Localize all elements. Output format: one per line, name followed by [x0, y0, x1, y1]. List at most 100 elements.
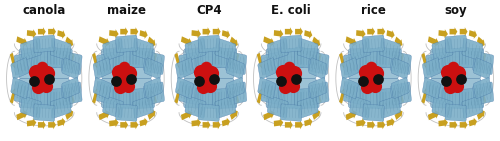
- Point: [288, 84, 296, 87]
- FancyArrow shape: [356, 29, 366, 38]
- FancyArrow shape: [120, 27, 128, 36]
- Point: [363, 86, 371, 88]
- Point: [284, 77, 292, 79]
- FancyArrow shape: [192, 118, 201, 127]
- FancyArrow shape: [57, 118, 66, 126]
- FancyBboxPatch shape: [391, 77, 409, 99]
- FancyBboxPatch shape: [344, 81, 369, 106]
- FancyArrow shape: [339, 88, 345, 104]
- FancyBboxPatch shape: [377, 48, 402, 68]
- FancyBboxPatch shape: [102, 38, 124, 61]
- Point: [120, 66, 128, 68]
- FancyBboxPatch shape: [360, 88, 386, 109]
- FancyBboxPatch shape: [294, 48, 319, 68]
- FancyArrow shape: [428, 110, 440, 120]
- FancyBboxPatch shape: [390, 51, 411, 75]
- FancyBboxPatch shape: [473, 82, 494, 105]
- FancyArrow shape: [109, 29, 118, 38]
- FancyArrow shape: [428, 36, 440, 46]
- FancyBboxPatch shape: [348, 78, 399, 108]
- FancyArrow shape: [422, 88, 428, 104]
- FancyArrow shape: [367, 27, 375, 36]
- FancyBboxPatch shape: [362, 104, 384, 121]
- FancyBboxPatch shape: [14, 81, 40, 106]
- FancyBboxPatch shape: [432, 38, 453, 61]
- FancyArrow shape: [130, 27, 138, 36]
- FancyBboxPatch shape: [144, 51, 165, 75]
- Point: [114, 71, 122, 73]
- FancyBboxPatch shape: [102, 49, 152, 78]
- FancyBboxPatch shape: [430, 49, 481, 78]
- FancyArrow shape: [312, 110, 320, 120]
- FancyBboxPatch shape: [258, 77, 276, 99]
- FancyBboxPatch shape: [422, 58, 440, 79]
- FancyBboxPatch shape: [266, 49, 316, 78]
- FancyArrow shape: [192, 29, 201, 38]
- FancyBboxPatch shape: [184, 78, 234, 108]
- FancyArrow shape: [477, 37, 485, 47]
- FancyArrow shape: [480, 88, 486, 104]
- FancyArrow shape: [150, 53, 157, 68]
- FancyBboxPatch shape: [114, 88, 140, 109]
- FancyBboxPatch shape: [442, 48, 469, 69]
- FancyBboxPatch shape: [391, 58, 409, 79]
- FancyBboxPatch shape: [11, 58, 29, 79]
- FancyArrow shape: [316, 88, 322, 104]
- FancyArrow shape: [68, 88, 74, 104]
- FancyBboxPatch shape: [350, 38, 370, 61]
- FancyBboxPatch shape: [212, 88, 237, 109]
- FancyBboxPatch shape: [19, 78, 70, 108]
- FancyArrow shape: [174, 53, 181, 68]
- Point: [42, 84, 50, 87]
- Point: [112, 80, 120, 82]
- FancyBboxPatch shape: [297, 38, 318, 61]
- FancyBboxPatch shape: [294, 88, 319, 109]
- FancyBboxPatch shape: [340, 58, 358, 79]
- FancyBboxPatch shape: [198, 35, 220, 53]
- FancyBboxPatch shape: [196, 88, 222, 109]
- FancyBboxPatch shape: [226, 82, 246, 105]
- FancyArrow shape: [202, 27, 210, 36]
- FancyArrow shape: [386, 30, 394, 39]
- FancyArrow shape: [48, 120, 56, 129]
- FancyBboxPatch shape: [144, 58, 162, 79]
- FancyArrow shape: [339, 53, 345, 68]
- FancyArrow shape: [398, 88, 404, 104]
- FancyBboxPatch shape: [184, 49, 234, 78]
- Point: [367, 66, 375, 68]
- FancyBboxPatch shape: [62, 77, 80, 99]
- FancyArrow shape: [230, 37, 238, 47]
- FancyArrow shape: [460, 120, 468, 129]
- FancyArrow shape: [304, 30, 312, 39]
- FancyArrow shape: [16, 36, 28, 46]
- FancyArrow shape: [68, 53, 74, 68]
- FancyArrow shape: [10, 53, 16, 68]
- FancyBboxPatch shape: [185, 38, 206, 61]
- FancyBboxPatch shape: [445, 35, 466, 53]
- FancyArrow shape: [202, 120, 210, 129]
- Point: [280, 71, 287, 73]
- FancyArrow shape: [140, 30, 147, 39]
- FancyBboxPatch shape: [31, 48, 58, 69]
- FancyBboxPatch shape: [426, 81, 452, 106]
- FancyBboxPatch shape: [48, 48, 72, 68]
- FancyArrow shape: [285, 120, 292, 129]
- Point: [372, 72, 380, 74]
- FancyBboxPatch shape: [130, 48, 154, 68]
- Point: [454, 72, 462, 74]
- FancyArrow shape: [438, 118, 448, 127]
- FancyArrow shape: [92, 88, 98, 104]
- FancyArrow shape: [57, 30, 66, 39]
- FancyBboxPatch shape: [280, 104, 302, 121]
- FancyArrow shape: [346, 36, 357, 46]
- FancyArrow shape: [148, 110, 156, 120]
- Point: [366, 77, 374, 79]
- Point: [197, 71, 205, 73]
- FancyBboxPatch shape: [459, 88, 484, 109]
- FancyBboxPatch shape: [144, 82, 165, 105]
- Point: [124, 84, 132, 87]
- FancyArrow shape: [295, 27, 303, 36]
- Point: [38, 66, 46, 68]
- Point: [116, 86, 124, 88]
- Title: maize: maize: [107, 4, 146, 17]
